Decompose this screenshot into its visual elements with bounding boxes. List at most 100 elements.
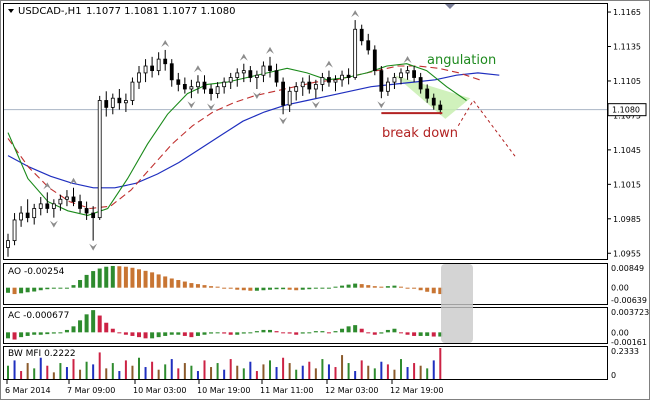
fractal-up-icon: [266, 46, 274, 54]
alligator-jaw-line: [7, 72, 500, 189]
candle-body: [399, 72, 403, 78]
ac-bar: [438, 332, 443, 337]
ao-bar: [281, 287, 286, 290]
ao-bar: [261, 287, 266, 291]
candle-body: [124, 100, 128, 104]
candle-body: [340, 74, 344, 81]
mfi-bar: [426, 368, 429, 379]
candle-body: [379, 70, 384, 92]
price-tick-label: 1.0985: [613, 215, 641, 224]
ao-bar: [71, 285, 76, 288]
ao-bar: [97, 268, 102, 288]
mfi-bar: [269, 360, 271, 379]
ac-bar: [58, 332, 63, 334]
ao-bar: [209, 286, 214, 288]
fractal-up-icon: [161, 39, 170, 47]
ao-panel-frame: [3, 263, 608, 305]
mfi-bar: [400, 359, 402, 379]
mfi-bar: [138, 357, 140, 379]
ao-bar: [425, 287, 430, 292]
candle-body: [320, 77, 325, 85]
mfi-bar: [314, 368, 317, 379]
candle-body: [45, 203, 50, 209]
candle-body: [209, 88, 213, 94]
ao-bar: [84, 274, 89, 288]
candle-body: [84, 208, 89, 214]
ao-bar: [333, 286, 338, 288]
ao-bar: [19, 287, 24, 294]
candle-body: [176, 79, 181, 85]
ac-bar: [110, 328, 115, 333]
candle-body: [163, 58, 168, 65]
ao-bar: [346, 284, 351, 288]
candle-body: [19, 212, 24, 221]
mfi-bar: [249, 361, 252, 379]
ac-bar: [307, 332, 312, 334]
candle-body: [307, 81, 312, 90]
ac-bar: [399, 332, 403, 334]
mfi-bar: [282, 357, 285, 379]
ao-bar: [248, 287, 253, 291]
ac-bar: [71, 326, 76, 333]
time-tick-label: 7 Mar 09:00: [67, 386, 115, 395]
ac-bar: [169, 332, 174, 335]
candle-body: [268, 65, 272, 72]
candle-body: [91, 212, 96, 219]
mfi-bar: [223, 369, 226, 379]
break-down-label: break down: [382, 126, 458, 141]
ac-bar: [353, 325, 358, 333]
ao-bar: [169, 278, 174, 288]
ao-bar: [12, 287, 17, 295]
mfi-bar: [111, 363, 114, 379]
candle-body: [333, 79, 338, 83]
candle-body: [143, 65, 148, 74]
mfi-bar: [327, 364, 330, 379]
price-tick-label: 1.1015: [613, 180, 641, 189]
candle-body: [274, 70, 279, 83]
mfi-bar: [406, 367, 409, 379]
ao-bar: [215, 286, 220, 288]
main-panel-frame: [3, 3, 608, 260]
mfi-bar: [242, 368, 245, 379]
mfi-bar: [98, 352, 101, 379]
candle-body: [385, 81, 390, 92]
ao-bar: [182, 281, 187, 288]
ac-bar: [51, 332, 56, 334]
mfi-bar: [59, 363, 62, 379]
ao-bar: [6, 287, 10, 293]
ac-bar: [91, 310, 96, 333]
ac-bar: [123, 332, 128, 335]
mfi-bar: [157, 369, 160, 379]
ac-bar: [431, 332, 436, 337]
ac-tick-label: 0.00: [611, 328, 629, 337]
ao-bar: [307, 287, 312, 290]
ac-bar: [143, 332, 148, 339]
mfi-tick-label: 0.2333: [611, 347, 639, 356]
scroll-marker-icon[interactable]: [445, 4, 455, 9]
candle-body: [287, 90, 292, 106]
candle-body: [294, 86, 299, 92]
candle-body: [372, 49, 377, 72]
ao-bar: [78, 280, 83, 288]
ac-bar: [241, 332, 246, 334]
ac-bar: [274, 331, 279, 333]
time-tick-label: 12 Mar 19:00: [390, 386, 443, 395]
ao-bar: [405, 287, 410, 289]
time-tick-label: 10 Mar 19:00: [197, 386, 250, 395]
ac-bar: [287, 332, 292, 334]
ao-bar: [189, 283, 194, 288]
candle-body: [110, 97, 115, 108]
ao-tick-label: 0.00849: [611, 264, 644, 273]
candle-body: [431, 97, 436, 106]
ao-bar: [438, 287, 443, 295]
ac-bar: [412, 332, 417, 336]
chart-menu-dropdown-icon[interactable]: [8, 9, 14, 13]
ac-bar: [6, 332, 10, 339]
mfi-bar: [360, 360, 363, 379]
ao-bar: [412, 287, 417, 289]
time-tick-label: 12 Mar 03:00: [325, 386, 378, 395]
ao-bar: [123, 266, 128, 288]
candle-body: [254, 74, 259, 78]
